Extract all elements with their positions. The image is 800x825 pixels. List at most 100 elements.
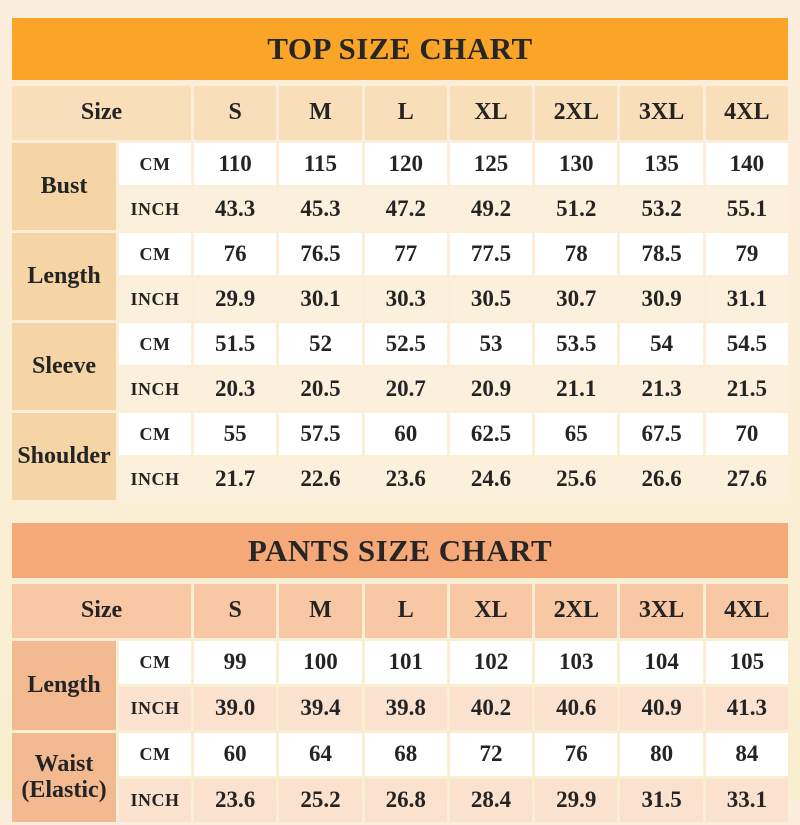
- inch-value-cell: 30.1: [279, 278, 362, 320]
- cm-value-cell: 53.5: [535, 323, 618, 365]
- cm-value-cell: 60: [364, 413, 447, 455]
- cm-value-cell: 67.5: [620, 413, 703, 455]
- size-column-cell: 3XL: [620, 584, 703, 638]
- size-column-cell: S: [194, 584, 277, 638]
- cm-value-cell: 140: [705, 143, 788, 185]
- cm-value-cell: 54: [620, 323, 703, 365]
- cm-row: Length CM 99 100 101 102 103 104 105: [12, 641, 788, 730]
- measure-label-cell: Bust: [12, 143, 116, 230]
- cm-value-cell: 60: [194, 733, 277, 776]
- top-size-table-body: Size S M L XL 2XL 3XL 4XL Bust CM 110 115 120 125 130 1…: [12, 86, 788, 500]
- size-header-cell: Size: [12, 584, 192, 638]
- size-column-cell: M: [279, 584, 362, 638]
- inch-value-cell: 30.7: [535, 278, 618, 320]
- inch-value-cell: 29.9: [535, 779, 618, 822]
- cm-unit-cell: CM: [119, 323, 192, 365]
- inch-row: INCH 29.9 30.1 30.3 30.5 30.7 30.9 31.1: [12, 278, 788, 320]
- size-column-cell: L: [364, 86, 447, 140]
- measure-label-cell: Sleeve: [12, 323, 116, 410]
- inch-value-cell: 23.6: [364, 458, 447, 500]
- inch-value-cell: 30.5: [449, 278, 533, 320]
- inch-value-cell: 53.2: [620, 188, 703, 230]
- size-column-cell: M: [279, 86, 362, 140]
- top-size-chart-title: TOP SIZE CHART: [12, 18, 788, 80]
- cm-value-cell: 104: [620, 641, 703, 684]
- inch-value-cell: 20.5: [279, 368, 362, 410]
- size-column-cell: 4XL: [705, 584, 788, 638]
- cm-value-cell: 130: [535, 143, 618, 185]
- pants-size-chart-title: PANTS SIZE CHART: [12, 523, 788, 578]
- inch-unit-cell: INCH: [119, 779, 192, 822]
- cm-value-cell: 99: [194, 641, 277, 684]
- inch-value-cell: 30.3: [364, 278, 447, 320]
- cm-value-cell: 51.5: [194, 323, 277, 365]
- size-column-cell: XL: [449, 584, 533, 638]
- inch-value-cell: 40.6: [535, 687, 618, 730]
- cm-unit-cell: CM: [119, 143, 192, 185]
- measure-label-cell: Shoulder: [12, 413, 116, 500]
- measure-label-cell: Length: [12, 233, 116, 320]
- cm-value-cell: 79: [705, 233, 788, 275]
- cm-value-cell: 103: [535, 641, 618, 684]
- inch-value-cell: 26.6: [620, 458, 703, 500]
- inch-value-cell: 40.9: [620, 687, 703, 730]
- measure-label-cell: Length: [12, 641, 116, 730]
- inch-value-cell: 20.3: [194, 368, 277, 410]
- inch-value-cell: 51.2: [535, 188, 618, 230]
- inch-value-cell: 45.3: [279, 188, 362, 230]
- cm-row: Bust CM 110 115 120 125 130 135 140: [12, 143, 788, 230]
- inch-value-cell: 30.9: [620, 278, 703, 320]
- cm-row: Sleeve CM 51.5 52 52.5 53 53.5 54 54.5: [12, 323, 788, 410]
- inch-value-cell: 23.6: [194, 779, 277, 822]
- inch-value-cell: 24.6: [449, 458, 533, 500]
- cm-value-cell: 77: [364, 233, 447, 275]
- inch-value-cell: 43.3: [194, 188, 277, 230]
- inch-value-cell: 33.1: [705, 779, 788, 822]
- cm-value-cell: 76: [194, 233, 277, 275]
- size-column-cell: 3XL: [620, 86, 703, 140]
- inch-value-cell: 39.4: [279, 687, 362, 730]
- top-size-chart-section: TOP SIZE CHART Size S M L XL 2XL 3XL 4XL Bust CM 1…: [12, 18, 788, 503]
- cm-value-cell: 78: [535, 233, 618, 275]
- cm-value-cell: 77.5: [449, 233, 533, 275]
- cm-value-cell: 62.5: [449, 413, 533, 455]
- inch-value-cell: 31.5: [620, 779, 703, 822]
- cm-value-cell: 76.5: [279, 233, 362, 275]
- cm-value-cell: 65: [535, 413, 618, 455]
- cm-value-cell: 53: [449, 323, 533, 365]
- size-header-row: Size S M L XL 2XL 3XL 4XL: [12, 584, 788, 638]
- inch-unit-cell: INCH: [119, 278, 192, 320]
- inch-unit-cell: INCH: [119, 188, 192, 230]
- cm-value-cell: 102: [449, 641, 533, 684]
- size-header-row: Size S M L XL 2XL 3XL 4XL: [12, 86, 788, 140]
- cm-unit-cell: CM: [119, 733, 192, 776]
- cm-unit-cell: CM: [119, 413, 192, 455]
- size-column-cell: 4XL: [705, 86, 788, 140]
- cm-unit-cell: CM: [119, 641, 192, 684]
- inch-value-cell: 47.2: [364, 188, 447, 230]
- inch-row: INCH 21.7 22.6 23.6 24.6 25.6 26.6 27.6: [12, 458, 788, 500]
- cm-value-cell: 78.5: [620, 233, 703, 275]
- inch-value-cell: 20.7: [364, 368, 447, 410]
- size-header-cell: Size: [12, 86, 192, 140]
- cm-value-cell: 55: [194, 413, 277, 455]
- top-size-table: Size S M L XL 2XL 3XL 4XL Bust CM 110 115 120 125 130 1…: [9, 83, 791, 503]
- cm-row: Shoulder CM 55 57.5 60 62.5 65 67.5 70: [12, 413, 788, 500]
- size-column-cell: L: [364, 584, 447, 638]
- cm-value-cell: 120: [364, 143, 447, 185]
- inch-value-cell: 21.5: [705, 368, 788, 410]
- inch-row: INCH 23.6 25.2 26.8 28.4 29.9 31.5 33.1: [12, 779, 788, 822]
- inch-value-cell: 20.9: [449, 368, 533, 410]
- inch-row: INCH 39.0 39.4 39.8 40.2 40.6 40.9 41.3: [12, 687, 788, 730]
- cm-value-cell: 84: [705, 733, 788, 776]
- inch-unit-cell: INCH: [119, 687, 192, 730]
- inch-value-cell: 26.8: [364, 779, 447, 822]
- cm-value-cell: 125: [449, 143, 533, 185]
- cm-value-cell: 110: [194, 143, 277, 185]
- inch-value-cell: 27.6: [705, 458, 788, 500]
- inch-value-cell: 55.1: [705, 188, 788, 230]
- inch-value-cell: 21.7: [194, 458, 277, 500]
- inch-value-cell: 49.2: [449, 188, 533, 230]
